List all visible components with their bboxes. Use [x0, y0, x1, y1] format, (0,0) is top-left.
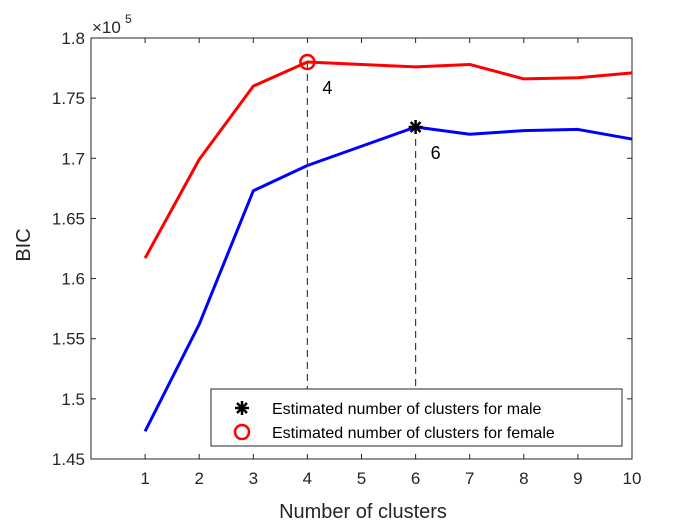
x-axis-ticks: 1 2 3 4 5 6 7 8 9 10: [140, 38, 641, 488]
marker-label-female-estimate: 4: [322, 78, 332, 98]
y-axis-ticks: 1.45 1.5 1.55 1.6 1.65 1.7 1.75 1.8: [52, 29, 632, 469]
legend-symbol-0: [235, 401, 249, 415]
y-tick-label: 1.7: [61, 149, 85, 168]
x-tick-label: 9: [573, 469, 582, 488]
legend-symbol-1: [233, 423, 251, 441]
x-tick-label: 4: [303, 469, 312, 488]
marker-label-male-estimate: 6: [431, 143, 441, 163]
y-tick-label: 1.75: [52, 89, 85, 108]
y-tick-label: 1.8: [61, 29, 85, 48]
legend: Estimated number of clusters for male Est…: [210, 388, 623, 447]
series-layer: [143, 60, 633, 433]
y-exponent-power: 5: [125, 12, 132, 26]
legend-box: [210, 388, 623, 447]
series-line-female: [143, 60, 633, 259]
x-tick-label: 1: [140, 469, 149, 488]
marker-male-estimate: [408, 120, 423, 135]
y-tick-label: 1.65: [52, 209, 85, 228]
x-tick-label: 8: [519, 469, 528, 488]
x-tick-label: 10: [623, 469, 642, 488]
legend-label-0: Estimated number of clusters for male: [272, 401, 542, 418]
marker-female-estimate: [299, 53, 316, 71]
x-tick-label: 6: [411, 469, 420, 488]
markers-layer: 64: [299, 53, 441, 163]
series-line-male: [143, 125, 633, 433]
legend-label-1: Estimated number of clusters for female: [272, 425, 555, 442]
y-tick-label: 1.6: [61, 270, 85, 289]
x-tick-label: 3: [249, 469, 258, 488]
y-tick-label: 1.55: [52, 330, 85, 349]
y-tick-label: 1.5: [61, 390, 85, 409]
droplines: [306, 62, 417, 441]
y-tick-label: 1.45: [52, 450, 85, 469]
y-exponent-base: ×10: [92, 18, 121, 37]
x-axis-label: Number of clusters: [279, 501, 447, 523]
y-axis-label: BIC: [13, 228, 35, 261]
x-tick-label: 7: [465, 469, 474, 488]
x-tick-label: 2: [194, 469, 203, 488]
x-tick-label: 5: [357, 469, 366, 488]
